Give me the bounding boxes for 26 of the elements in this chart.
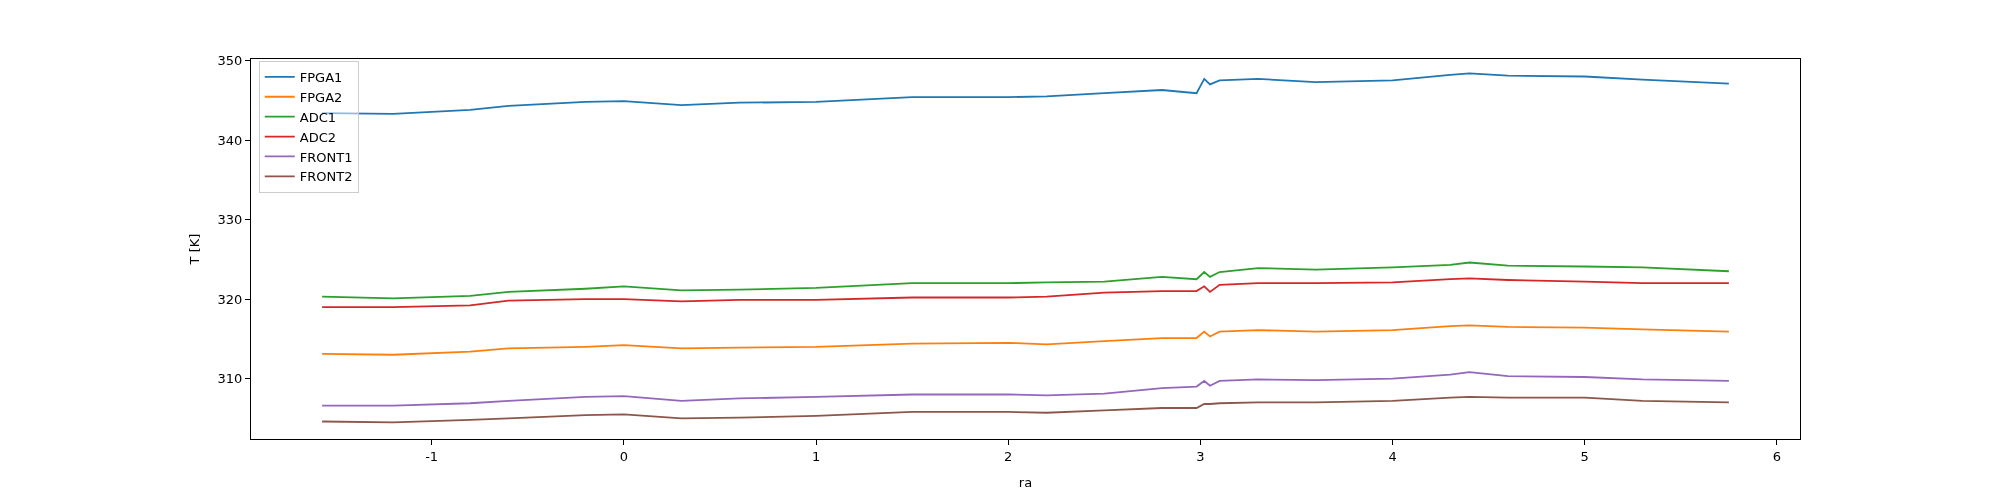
y-tick-label: 340 [217, 132, 243, 148]
y-tick-label: 330 [217, 212, 243, 228]
x-tick-label: 5 [1580, 448, 1589, 464]
legend-label: ADC1 [299, 109, 337, 125]
legend-label: FPGA2 [299, 89, 343, 105]
line-series [321, 277, 1730, 308]
y-axis-title: T [K] [186, 233, 202, 266]
y-tick-label: 350 [217, 53, 243, 69]
y-tick-label: 310 [217, 371, 243, 387]
line-series [321, 261, 1730, 300]
line-series [321, 395, 1730, 424]
x-tick-label: 6 [1772, 448, 1782, 464]
x-tick-label: -1 [425, 448, 439, 464]
legend-label: ADC2 [299, 129, 337, 145]
x-tick-label: 2 [1004, 448, 1013, 464]
line-series [321, 371, 1730, 407]
legend-label: FRONT2 [299, 169, 353, 185]
legend-label: FRONT1 [299, 149, 353, 165]
legend-label: FPGA1 [299, 69, 343, 85]
x-tick-label: 0 [619, 448, 628, 464]
line-series [321, 324, 1730, 356]
x-tick-label: 3 [1196, 448, 1205, 464]
x-tick-label: 1 [811, 448, 821, 464]
y-tick-label: 320 [217, 291, 243, 307]
x-axis-title: ra [1018, 475, 1033, 491]
x-tick-label: 4 [1388, 448, 1397, 464]
